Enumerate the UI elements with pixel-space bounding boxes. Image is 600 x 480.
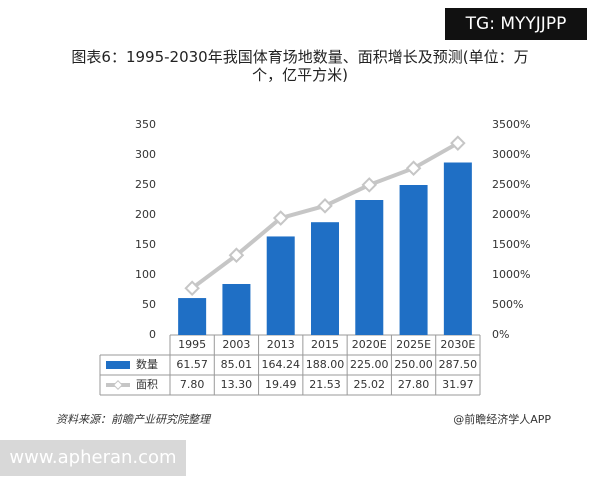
y2-tick-label: 1500%	[492, 238, 530, 251]
table-value: 287.50	[439, 358, 478, 371]
line-marker	[317, 198, 333, 214]
line-marker	[272, 210, 289, 226]
line-marker	[405, 160, 422, 176]
table-value: 13.30	[221, 378, 253, 391]
legend-label: 数量	[136, 358, 158, 371]
y-tick-label: 150	[135, 238, 156, 251]
line-marker	[361, 177, 378, 193]
table-value: 225.00	[350, 358, 389, 371]
y-tick-label: 0	[149, 328, 156, 341]
bar	[443, 162, 472, 335]
table-value: 7.80	[180, 378, 205, 391]
y-tick-label: 200	[135, 208, 156, 221]
table-value: 19.49	[265, 378, 297, 391]
y-tick-label: 50	[142, 298, 156, 311]
y2-tick-label: 3000%	[492, 148, 530, 161]
table-value: 61.57	[176, 358, 208, 371]
credit: @前瞻经济学人APP	[453, 412, 551, 426]
x-tick-label: 2013	[267, 338, 295, 351]
bar	[266, 236, 295, 335]
table-value: 31.97	[442, 378, 474, 391]
y-tick-label: 100	[135, 268, 156, 281]
y2-tick-label: 2500%	[492, 178, 530, 191]
x-tick-label: 2025E	[396, 338, 431, 351]
line-marker	[450, 135, 466, 151]
source: 资料来源：前瞻产业研究院整理	[56, 413, 212, 426]
x-tick-label: 2030E	[440, 338, 475, 351]
table-value: 250.00	[394, 358, 433, 371]
y2-tick-label: 500%	[492, 298, 523, 311]
y2-tick-label: 3500%	[492, 118, 530, 131]
line-marker	[184, 280, 200, 296]
legend-label: 面积	[136, 378, 158, 391]
y-tick-label: 250	[135, 178, 156, 191]
watermark: www.apheran.com	[0, 440, 186, 476]
y2-tick-label: 2000%	[492, 208, 530, 221]
chart-title: 图表6：1995-2030年我国体育场地数量、面积增长及预测(单位：万个，亿平方…	[71, 48, 529, 84]
bar	[355, 200, 384, 335]
bar	[222, 283, 251, 335]
table-value: 27.80	[398, 378, 430, 391]
x-tick-label: 2015	[311, 338, 339, 351]
y2-tick-label: 0%	[492, 328, 509, 341]
table-value: 85.01	[221, 358, 253, 371]
bar	[399, 185, 428, 335]
table-value: 21.53	[309, 378, 341, 391]
x-tick-label: 1995	[178, 338, 206, 351]
y-tick-label: 350	[135, 118, 156, 131]
bar	[178, 298, 207, 335]
watermark: TG: MYYJJPP	[445, 8, 587, 40]
y2-tick-label: 1000%	[492, 268, 530, 281]
x-tick-label: 2020E	[352, 338, 387, 351]
bar	[311, 222, 339, 335]
table-value: 25.02	[354, 378, 386, 391]
legend-swatch	[113, 380, 123, 390]
table-value: 188.00	[306, 358, 345, 371]
y-tick-label: 300	[135, 148, 156, 161]
x-tick-label: 2003	[222, 338, 250, 351]
legend-swatch	[106, 361, 130, 369]
line-marker	[228, 247, 245, 263]
table-value: 164.24	[261, 358, 300, 371]
